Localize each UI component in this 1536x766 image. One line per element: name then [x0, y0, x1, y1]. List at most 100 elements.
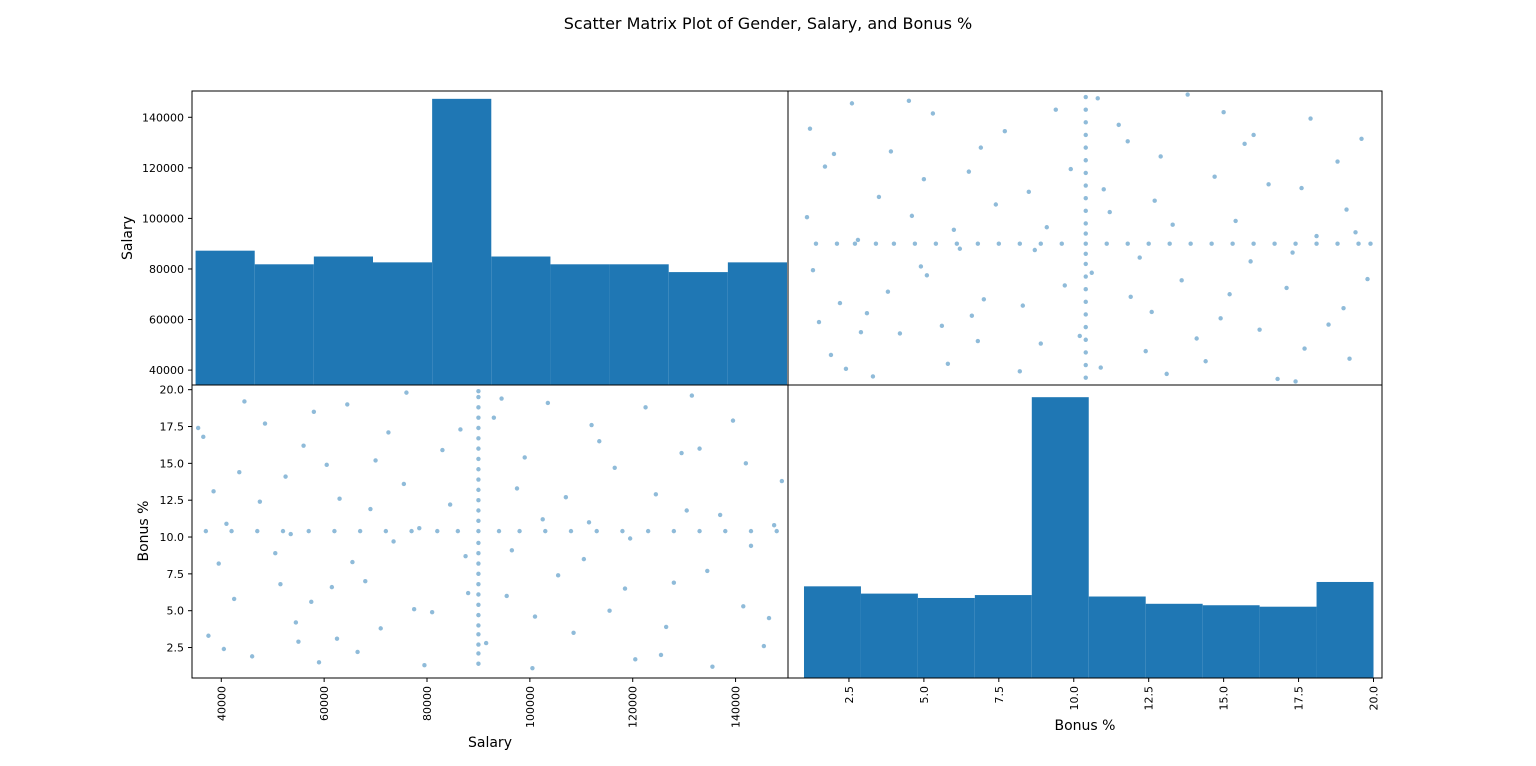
scatter-point-bonus-salary — [813, 241, 819, 246]
scatter-point-salary-bonus — [309, 599, 314, 605]
scatter-point-salary-bonus — [581, 556, 587, 562]
scatter-point-salary-bonus — [774, 528, 779, 534]
scatter-point-salary-bonus — [216, 561, 221, 566]
scatter-point-bonus-salary — [1365, 276, 1370, 282]
scatter-point-salary-bonus — [316, 660, 322, 665]
bonus-hist-bar — [1031, 397, 1089, 678]
scatter-point-bonus-salary — [1293, 379, 1298, 384]
scatter-point-bonus-salary — [1152, 198, 1157, 203]
scatter-point-bonus-salary — [918, 264, 924, 269]
scatter-point-salary-bonus — [463, 553, 468, 559]
scatter-point-salary-bonus — [476, 388, 481, 394]
bonus-x-tick-label: 20.0 — [1368, 686, 1381, 711]
scatter-point-salary-bonus — [653, 492, 659, 497]
bonus-x-tick-label: 10.0 — [1068, 686, 1081, 711]
bonus-x-tick-label: 15.0 — [1218, 686, 1231, 711]
bonus-hist-bar — [860, 593, 918, 678]
scatter-point-bonus-salary — [1077, 333, 1082, 339]
scatter-point-salary-bonus — [288, 531, 293, 537]
scatter-point-salary-bonus — [684, 508, 689, 513]
scatter-point-bonus-salary — [924, 273, 930, 278]
scatter-point-bonus-salary — [1242, 141, 1247, 147]
scatter-point-bonus-salary — [1227, 292, 1232, 297]
scatter-point-salary-bonus — [530, 665, 535, 671]
scatter-point-salary-bonus — [409, 528, 414, 534]
scatter-point-salary-bonus — [211, 489, 216, 494]
scatter-point-salary-bonus — [386, 430, 391, 435]
scatter-point-bonus-salary — [1284, 285, 1289, 291]
scatter-point-bonus-salary — [855, 237, 861, 243]
scatter-point-salary-bonus — [717, 512, 723, 518]
scatter-point-bonus-salary — [975, 241, 981, 246]
scatter-point-salary-bonus — [458, 427, 463, 432]
salary-y-tick-label: 120000 — [142, 162, 184, 175]
scatter-point-bonus-salary — [1179, 278, 1184, 283]
scatter-point-salary-bonus — [514, 486, 520, 491]
salary-x-tick-label: 120000 — [627, 686, 640, 728]
salary-y-tick-label: 60000 — [149, 314, 184, 327]
scatter-point-salary-bonus — [627, 536, 633, 541]
scatter-point-salary-bonus — [658, 652, 664, 658]
scatter-point-salary-bonus — [329, 584, 335, 590]
salary-x-tick-label: 80000 — [421, 686, 434, 721]
scatter-point-bonus-salary — [1335, 159, 1340, 164]
scatter-point-salary-bonus — [761, 643, 767, 649]
scatter-point-bonus-salary — [978, 145, 984, 150]
scatter-point-salary-bonus — [705, 568, 710, 574]
scatter-point-bonus-salary — [864, 311, 870, 316]
salary-y-tick-label: 100000 — [142, 212, 184, 225]
salary-x-tick-label: 40000 — [215, 686, 228, 721]
scatter-point-salary-bonus — [540, 517, 545, 522]
scatter-point-bonus-salary — [1083, 299, 1088, 305]
scatter-point-bonus-salary — [1083, 132, 1088, 138]
salary-hist-bar — [313, 256, 373, 385]
scatter-point-salary-bonus — [476, 602, 481, 608]
scatter-point-bonus-salary — [816, 319, 822, 325]
scatter-point-salary-bonus — [440, 447, 445, 453]
scatter-point-bonus-salary — [1083, 145, 1088, 150]
bonus-y-tick-label: 12.5 — [160, 494, 185, 507]
scatter-point-bonus-salary — [1335, 241, 1340, 246]
scatter-point-salary-bonus — [296, 639, 301, 644]
scatter-point-bonus-salary — [1083, 286, 1088, 292]
scatter-point-salary-bonus — [301, 443, 306, 448]
scatter-point-salary-bonus — [633, 657, 638, 662]
scatter-point-bonus-salary — [897, 331, 903, 336]
bonus-hist-bar — [917, 597, 975, 678]
scatter-point-salary-bonus — [476, 581, 481, 587]
scatter-point-salary-bonus — [293, 620, 299, 625]
scatter-point-salary-bonus — [522, 455, 527, 460]
scatter-point-bonus-salary — [1026, 189, 1031, 195]
scatter-point-bonus-salary — [1314, 241, 1319, 246]
scatter-point-salary-bonus — [306, 528, 311, 534]
scatter-point-salary-bonus — [476, 425, 481, 431]
scatter-point-bonus-salary — [1017, 241, 1023, 246]
scatter-point-bonus-salary — [1212, 174, 1217, 179]
bonus-hist-bar — [1316, 581, 1374, 678]
scatter-point-salary-bonus — [455, 528, 461, 534]
scatter-point-salary-bonus — [499, 396, 504, 401]
scatter-point-bonus-salary — [876, 194, 882, 200]
scatter-point-bonus-salary — [891, 241, 897, 246]
scatter-point-salary-bonus — [404, 390, 409, 395]
scatter-point-bonus-salary — [1083, 195, 1088, 201]
scatter-point-salary-bonus — [663, 624, 669, 630]
bonus-y-tick-label: 5.0 — [167, 605, 185, 618]
scatter-point-bonus-salary — [837, 300, 843, 306]
scatter-point-bonus-salary — [939, 323, 945, 329]
scatter-point-salary-bonus — [568, 528, 574, 534]
scatter-point-salary-bonus — [206, 633, 211, 638]
scatter-point-salary-bonus — [221, 646, 227, 652]
scatter-point-salary-bonus — [517, 528, 522, 534]
scatter-point-salary-bonus — [766, 615, 772, 621]
scatter-point-bonus-salary — [1083, 170, 1088, 176]
scatter-point-bonus-salary — [1083, 158, 1088, 163]
scatter-point-salary-bonus — [255, 528, 260, 534]
scatter-point-bonus-salary — [1083, 261, 1088, 267]
scatter-point-bonus-salary — [1083, 208, 1088, 214]
scatter-point-salary-bonus — [203, 528, 209, 534]
scatter-point-bonus-salary — [1044, 225, 1049, 230]
scatter-point-salary-bonus — [447, 502, 453, 507]
scatter-point-bonus-salary — [1188, 241, 1193, 246]
salary-hist-bar — [254, 264, 314, 385]
